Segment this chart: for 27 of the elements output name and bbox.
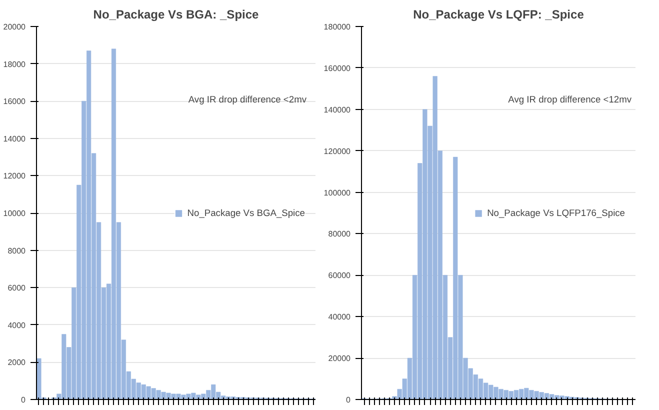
y-tick-label: 6000: [8, 284, 26, 293]
chart-title: No_Package Vs BGA: _Spice: [93, 8, 260, 22]
y-tick-label: 20000: [328, 354, 352, 364]
y-tick-label: 2000: [8, 358, 26, 368]
y-tick-label: 18000: [3, 60, 26, 69]
y-tick-label: 12000: [3, 172, 26, 181]
y-tick-label: 20000: [3, 22, 26, 32]
y-tick-label: 80000: [328, 230, 352, 239]
y-tick-label: 120000: [324, 146, 352, 156]
y-tick-label: 14000: [3, 134, 26, 144]
legend-label: No_Package Vs LQFP176_Spice: [487, 208, 625, 218]
y-tick-label: 60000: [328, 271, 352, 280]
y-tick-label: 4000: [8, 320, 26, 330]
y-tick-label: 16000: [3, 97, 26, 106]
annotation: Avg IR drop difference <12mv: [508, 94, 632, 104]
y-tick-label: 10000: [3, 209, 26, 218]
y-tick-label: 0: [21, 396, 26, 404]
y-tick-label: 100000: [324, 188, 352, 198]
y-tick-label: 40000: [328, 312, 352, 322]
y-tick-label: 140000: [324, 105, 352, 114]
annotation: Avg IR drop difference <2mv: [188, 94, 307, 104]
y-tick-label: 160000: [324, 64, 352, 73]
y-tick-label: 0: [346, 396, 352, 404]
chart-title: No_Package Vs LQFP: _Spice: [413, 8, 584, 22]
y-tick-label: 180000: [324, 22, 352, 32]
legend-label: No_Package Vs BGA_Spice: [187, 208, 305, 218]
y-tick-label: 8000: [8, 246, 26, 256]
